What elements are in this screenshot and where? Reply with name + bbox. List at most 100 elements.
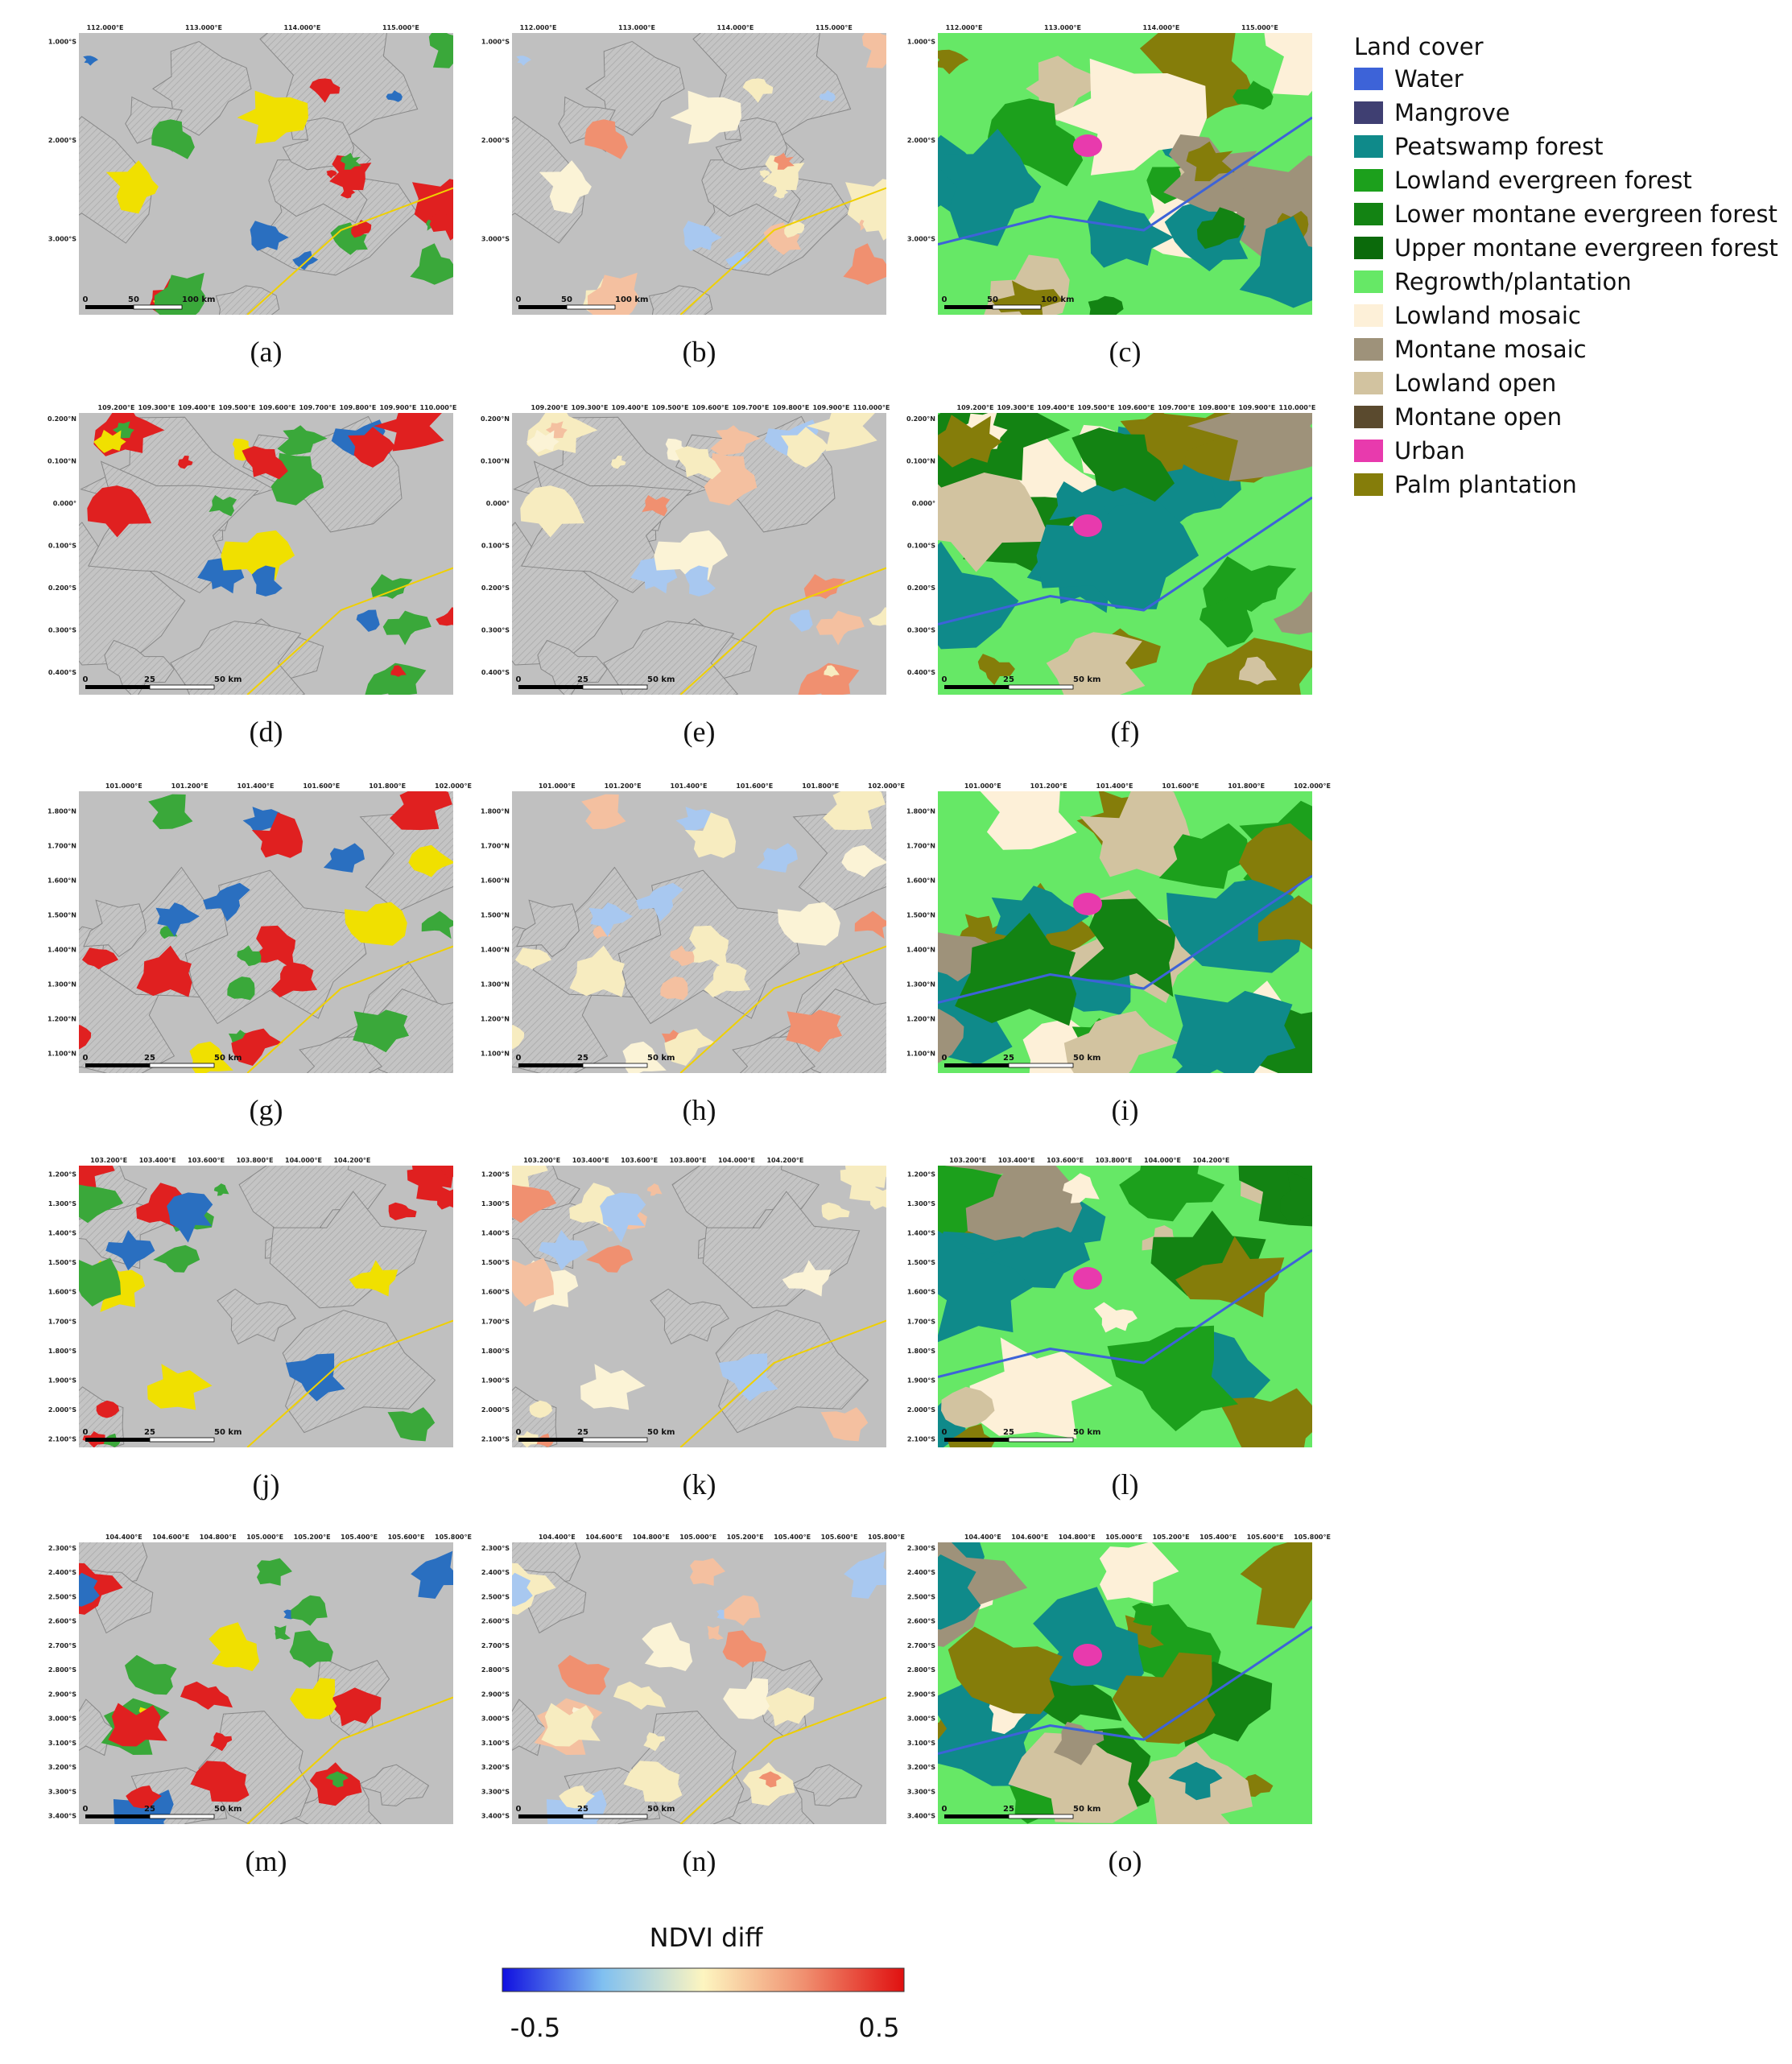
urban-patch [1073, 514, 1102, 537]
x-tick-label: 103.400°E [998, 1157, 1035, 1164]
change-patch [411, 1550, 453, 1599]
y-tick-label: 3.100°S [907, 1740, 935, 1747]
y-tick-label: 1.900°S [907, 1377, 935, 1384]
y-tick-label: 0.300°S [481, 627, 510, 634]
scale-label: 50 km [1073, 675, 1100, 684]
y-tick-label: 0.300°S [48, 627, 76, 634]
x-tick-label: 101.600°E [303, 782, 340, 790]
scale-bar-white [582, 684, 648, 690]
land-cover-patch [1203, 556, 1297, 612]
change-patch [390, 791, 452, 831]
change-patch [559, 1785, 595, 1809]
change-patch [365, 663, 427, 695]
y-tick-label: 1.600°S [907, 1289, 935, 1296]
change-patch [242, 807, 280, 832]
y-tick-label: 1.400°S [48, 1230, 76, 1237]
boundary [679, 1319, 886, 1447]
change-patch [125, 1654, 177, 1695]
x-tick-label: 103.200°E [949, 1157, 986, 1164]
change-patch [325, 1771, 349, 1788]
change-patch [843, 243, 886, 285]
land-cover-patch [1187, 413, 1312, 481]
change-patch [762, 155, 805, 191]
change-patch [96, 1400, 120, 1418]
legend-label: Regrowth/plantation [1394, 268, 1632, 295]
x-tick-label: 105.800°E [435, 1534, 472, 1541]
hatched-zone [104, 639, 175, 695]
boundary [246, 187, 453, 315]
x-tick-label: 101.200°E [171, 782, 209, 790]
change-patch [778, 902, 840, 946]
panel-label: (b) [683, 336, 716, 368]
change-patch [148, 794, 193, 829]
x-tick-label: 102.000°E [868, 782, 905, 790]
y-tick-label: 2.300°S [907, 1545, 935, 1552]
change-patch [323, 843, 365, 873]
x-tick-label: 103.800°E [1096, 1157, 1133, 1164]
change-patch [786, 1009, 842, 1053]
x-tick-label: 105.200°E [727, 1534, 764, 1541]
urban-patch [1073, 134, 1102, 157]
scale-label: 25 [144, 1428, 155, 1437]
x-tick-label: 115.000°E [815, 24, 853, 31]
x-tick-label: 105.400°E [341, 1534, 378, 1541]
y-tick-label: 2.600°S [48, 1618, 76, 1625]
y-tick-label: 1.300°S [481, 1200, 510, 1207]
y-tick-label: 2.900°S [481, 1690, 510, 1698]
y-tick-label: 1.700°N [906, 843, 935, 850]
legend-label: Lower montane evergreen forest [1394, 200, 1778, 228]
change-patch [718, 1353, 778, 1401]
change-patch [237, 945, 262, 967]
scale-bar-black [85, 305, 134, 309]
x-tick-label: 105.200°E [294, 1534, 331, 1541]
boundary [246, 567, 453, 695]
scale-bar-white [566, 304, 616, 310]
scale-label: 50 km [214, 675, 242, 684]
change-patch [514, 947, 551, 970]
x-tick-label: 101.600°E [1162, 782, 1199, 790]
scale-bar-black [944, 1063, 1009, 1067]
legend-swatch [1354, 101, 1383, 124]
land-cover-patch [938, 129, 1042, 246]
y-tick-label: 3.000°S [48, 236, 76, 243]
change-patch [643, 1732, 666, 1752]
scale-label: 100 km [182, 295, 215, 304]
land-cover-patch [1172, 990, 1296, 1073]
change-patch [588, 902, 633, 937]
change-patch [79, 1257, 122, 1307]
change-patch [824, 665, 840, 677]
panel-label: (d) [250, 716, 283, 748]
change-patch [512, 1184, 557, 1224]
scale-label: 25 [577, 1805, 588, 1814]
scale-label: 0 [516, 1805, 522, 1814]
y-tick-label: 2.900°S [48, 1690, 76, 1698]
change-patch [854, 910, 886, 939]
change-patch [270, 962, 318, 997]
x-tick-label: 101.800°E [1228, 782, 1265, 790]
change-patch [213, 1183, 229, 1196]
y-tick-label: 2.600°S [481, 1618, 510, 1625]
land-cover-patch [938, 415, 1002, 468]
y-tick-label: 2.400°S [907, 1569, 935, 1576]
change-patch [539, 1230, 588, 1271]
change-patch [722, 1630, 766, 1668]
y-tick-label: 2.100°S [481, 1436, 510, 1443]
x-tick-label: 105.800°E [868, 1534, 905, 1541]
x-tick-label: 109.600°E [258, 404, 295, 411]
y-tick-label: 3.400°S [481, 1813, 510, 1820]
colorbar-title: NDVI diff [650, 1922, 764, 1953]
change-patch [684, 812, 737, 858]
panel-label: (n) [683, 1845, 716, 1877]
x-tick-label: 104.200°E [1192, 1157, 1229, 1164]
x-tick-label: 101.600°E [736, 782, 773, 790]
change-patch [512, 1572, 533, 1607]
change-patch [349, 1260, 398, 1297]
x-tick-label: 110.000°E [419, 404, 456, 411]
x-tick-label: 109.600°E [692, 404, 729, 411]
change-patch [670, 945, 695, 967]
x-tick-label: 103.600°E [621, 1157, 658, 1164]
change-patch [250, 221, 289, 251]
x-tick-label: 104.800°E [1059, 1534, 1096, 1541]
change-patch [289, 1630, 333, 1668]
y-tick-label: 1.600°N [906, 877, 935, 885]
